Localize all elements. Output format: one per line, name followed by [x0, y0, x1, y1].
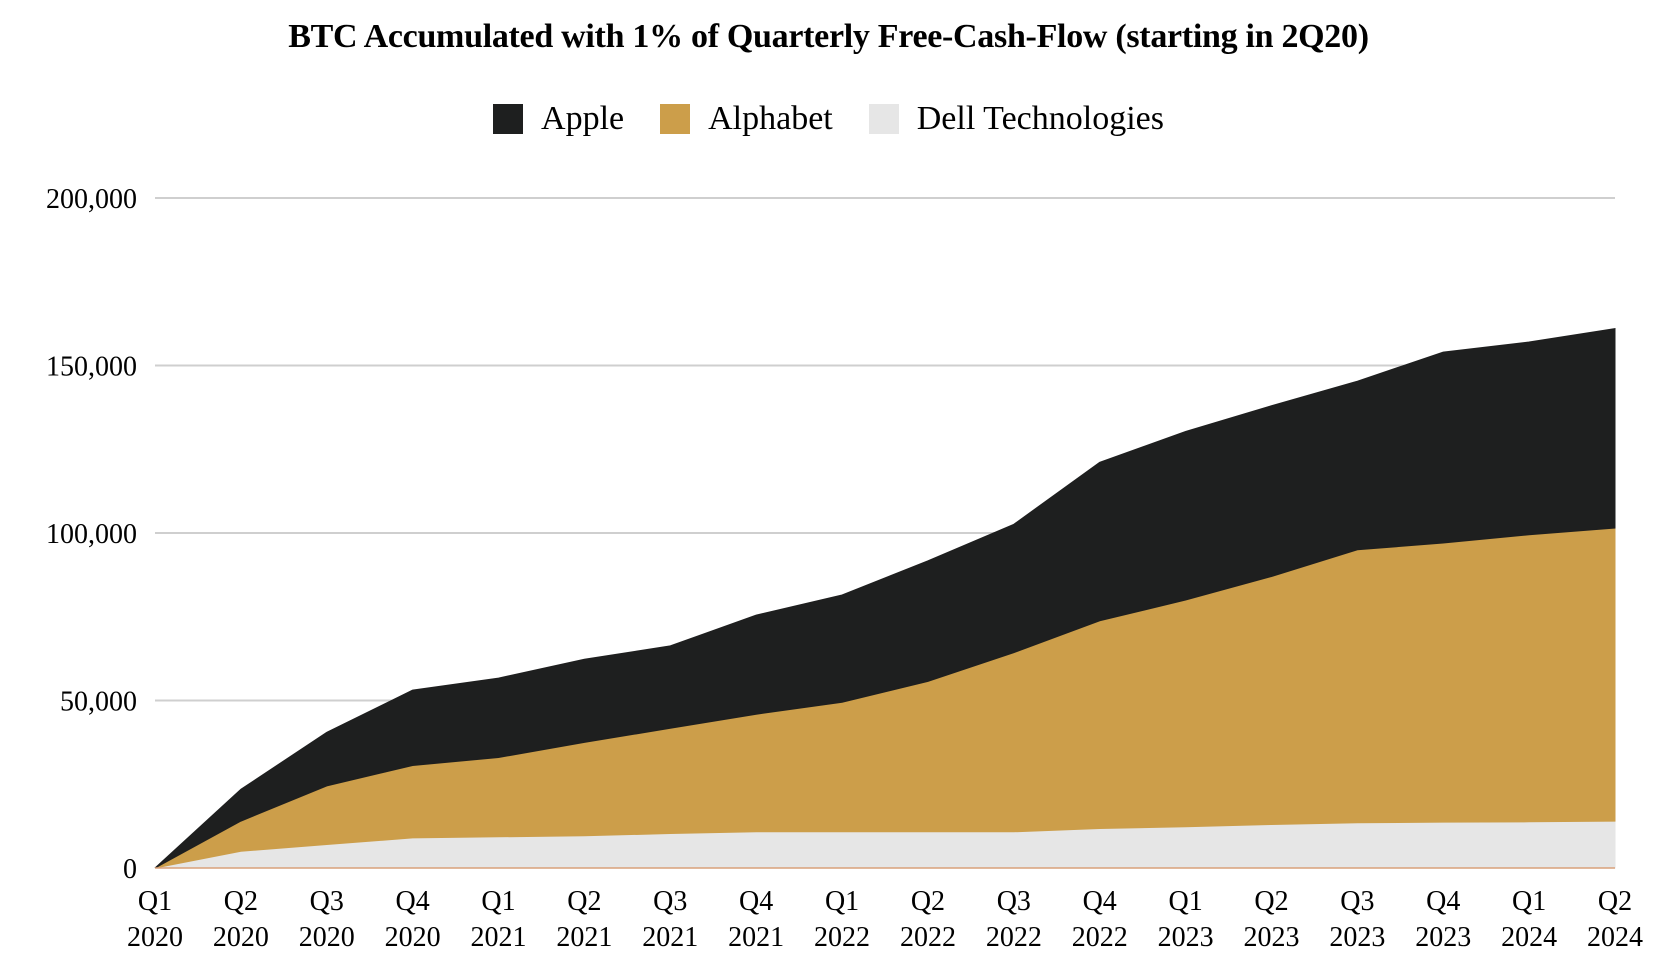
x-tick-quarter-8: Q1 [825, 886, 859, 917]
x-tick-quarter-16: Q1 [1512, 886, 1546, 917]
x-tick-quarter-5: Q2 [567, 886, 601, 917]
x-tick-year-9: 2022 [900, 922, 956, 953]
legend-label-apple: Apple [541, 100, 625, 137]
x-tick-year-6: 2021 [642, 922, 698, 953]
x-tick-year-12: 2023 [1158, 922, 1214, 953]
x-tick-quarter-6: Q3 [653, 886, 687, 917]
y-tick-label-4: 200,000 [46, 184, 137, 215]
x-tick-year-4: 2021 [471, 922, 527, 953]
x-tick-year-17: 2024 [1587, 922, 1643, 953]
legend: Apple Alphabet Dell Technologies [0, 100, 1657, 138]
x-tick-year-3: 2020 [385, 922, 441, 953]
y-tick-label-0: 0 [123, 854, 137, 885]
x-tick-year-11: 2022 [1072, 922, 1128, 953]
x-tick-quarter-1: Q2 [224, 886, 258, 917]
legend-swatch-apple [493, 104, 524, 134]
x-tick-year-5: 2021 [556, 922, 612, 953]
x-tick-quarter-12: Q1 [1168, 886, 1202, 917]
x-tick-quarter-14: Q3 [1340, 886, 1374, 917]
chart-title: BTC Accumulated with 1% of Quarterly Fre… [288, 18, 1369, 55]
x-tick-quarter-0: Q1 [138, 886, 172, 917]
x-tick-year-10: 2022 [986, 922, 1042, 953]
x-tick-quarter-13: Q2 [1254, 886, 1288, 917]
legend-label-dell: Dell Technologies [916, 100, 1164, 137]
x-tick-year-16: 2024 [1501, 922, 1557, 953]
x-tick-quarter-17: Q2 [1598, 886, 1632, 917]
x-tick-quarter-11: Q4 [1083, 886, 1117, 917]
x-tick-year-0: 2020 [127, 922, 183, 953]
y-tick-label-2: 100,000 [46, 519, 137, 550]
y-tick-label-3: 150,000 [46, 352, 137, 383]
legend-swatch-alphabet [660, 104, 691, 134]
x-tick-year-14: 2023 [1329, 922, 1385, 953]
legend-label-alphabet: Alphabet [708, 100, 833, 137]
x-tick-quarter-2: Q3 [310, 886, 344, 917]
legend-item-dell: Dell Technologies [868, 100, 1164, 138]
legend-item-alphabet: Alphabet [660, 100, 833, 138]
area-apple [154, 328, 1616, 869]
x-tick-quarter-3: Q4 [396, 886, 430, 917]
x-tick-quarter-4: Q1 [481, 886, 515, 917]
legend-swatch-dell [868, 104, 899, 134]
x-tick-year-15: 2023 [1415, 922, 1471, 953]
x-tick-year-2: 2020 [299, 922, 355, 953]
x-tick-year-13: 2023 [1243, 922, 1299, 953]
legend-item-apple: Apple [493, 100, 624, 138]
x-tick-quarter-9: Q2 [911, 886, 945, 917]
x-tick-quarter-7: Q4 [739, 886, 773, 917]
x-tick-quarter-15: Q4 [1426, 886, 1460, 917]
x-tick-year-8: 2022 [814, 922, 870, 953]
x-tick-quarter-10: Q3 [997, 886, 1031, 917]
x-tick-year-7: 2021 [728, 922, 784, 953]
x-tick-year-1: 2020 [213, 922, 269, 953]
y-tick-label-1: 50,000 [60, 687, 137, 718]
